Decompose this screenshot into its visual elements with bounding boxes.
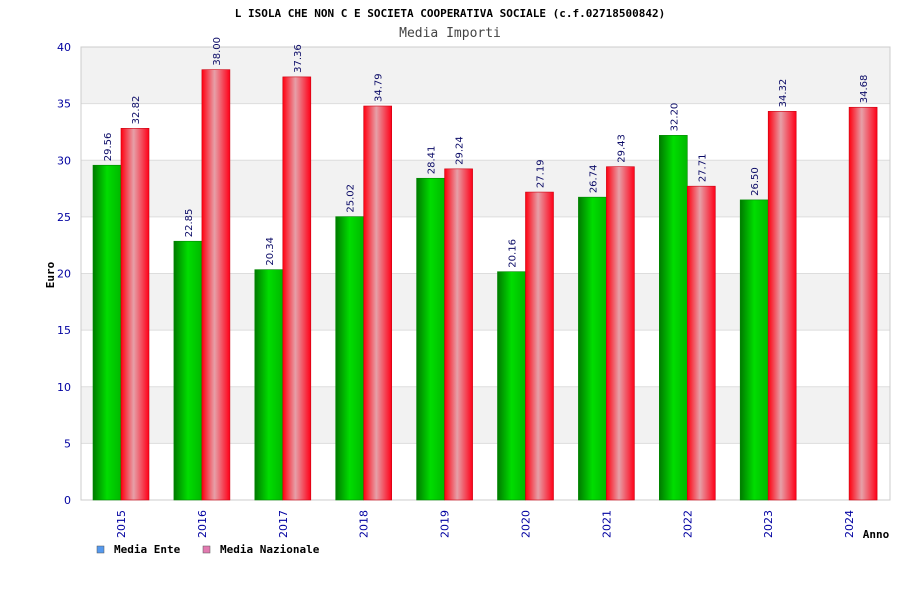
legend-swatch-media-ente [96,545,105,554]
x-tick-label: 2016 [196,510,209,538]
bar-value-label: 20.34 [265,237,276,266]
bar-media-nazionale [606,166,635,501]
chart-title: L ISOLA CHE NON C E SOCIETA COOPERATIVA … [235,7,665,20]
bar-value-label: 34.79 [374,73,385,102]
legend-label-media-nazionale: Media Nazionale [220,543,320,556]
plot-border [80,46,891,501]
bar-value-label: 32.82 [131,96,142,125]
y-tick-label: 25 [57,211,71,224]
bar-media-nazionale [525,191,554,501]
bar-value-label: 32.20 [669,103,680,132]
x-tick-label: 2024 [843,510,856,538]
x-tick-label: 2021 [600,510,613,538]
bar-media-nazionale [767,111,797,501]
bar-value-label: 34.32 [778,79,789,108]
bar-value-label: 22.85 [184,209,195,238]
x-axis-title: Anno [863,528,890,541]
legend-label-media-ente: Media Ente [114,543,181,556]
bar-value-label: 28.41 [427,146,438,175]
bar-value-label: 37.36 [293,44,304,73]
x-tick-label: 2020 [520,510,533,538]
bar-value-label: 27.71 [697,154,708,183]
y-tick-label: 0 [64,494,71,507]
bar-media-ente [416,177,445,501]
bar-media-nazionale [201,69,231,501]
bar-media-ente [658,135,688,501]
bar-media-nazionale [282,76,312,501]
y-tick-label: 5 [64,437,71,450]
y-tick-label: 40 [57,41,71,54]
chart-subtitle: Media Importi [399,26,501,41]
bar-media-nazionale [120,128,150,501]
bar-media-nazionale [686,185,716,501]
bar-media-ente [173,240,203,501]
legend-swatch-media-nazionale [202,545,211,554]
x-tick-label: 2022 [681,510,694,538]
x-axis-ticks: 2015 2016 2017 2018 2019 2020 2021 2022 2023 2024 [115,510,856,538]
y-tick-label: 15 [57,324,71,337]
bar-media-nazionale [848,106,878,501]
y-tick-label: 30 [57,154,71,167]
bar-value-label: 29.43 [616,134,627,163]
bar-media-nazionale [444,168,473,501]
bar-media-nazionale [363,105,393,501]
legend: Media Ente Media Nazionale [96,543,320,556]
bar-value-label: 34.68 [859,75,870,104]
x-tick-label: 2023 [762,510,775,538]
bar-value-label: 26.74 [588,165,599,194]
bar-media-ente [92,164,122,501]
y-tick-label: 20 [57,268,71,281]
bar-value-label: 38.00 [212,37,223,66]
x-tick-label: 2019 [439,510,452,538]
x-tick-label: 2017 [277,510,290,538]
value-labels: 29.56 32.82 22.85 38.00 20.34 37.36 25.02 34.79… [103,37,870,268]
bar-media-ente [254,269,284,501]
bar-value-label: 29.24 [455,136,466,165]
bar-value-label: 26.50 [750,167,761,196]
x-tick-label: 2018 [358,510,371,538]
bar-media-ente [497,271,526,501]
y-axis-title: Euro [44,261,57,288]
bar-value-label: 25.02 [346,184,357,213]
bar-media-ente [578,196,607,501]
bars [92,69,878,501]
x-tick-label: 2015 [115,510,128,538]
y-tick-label: 10 [57,381,71,394]
bar-value-label: 27.19 [536,159,547,188]
bar-value-label: 29.56 [103,133,114,162]
y-axis-ticks: 0 5 10 15 20 25 30 35 40 [57,41,71,507]
bar-media-ente [739,199,769,501]
bar-media-ente [335,216,365,501]
y-tick-label: 35 [57,98,71,111]
bar-value-label: 20.16 [508,239,519,268]
